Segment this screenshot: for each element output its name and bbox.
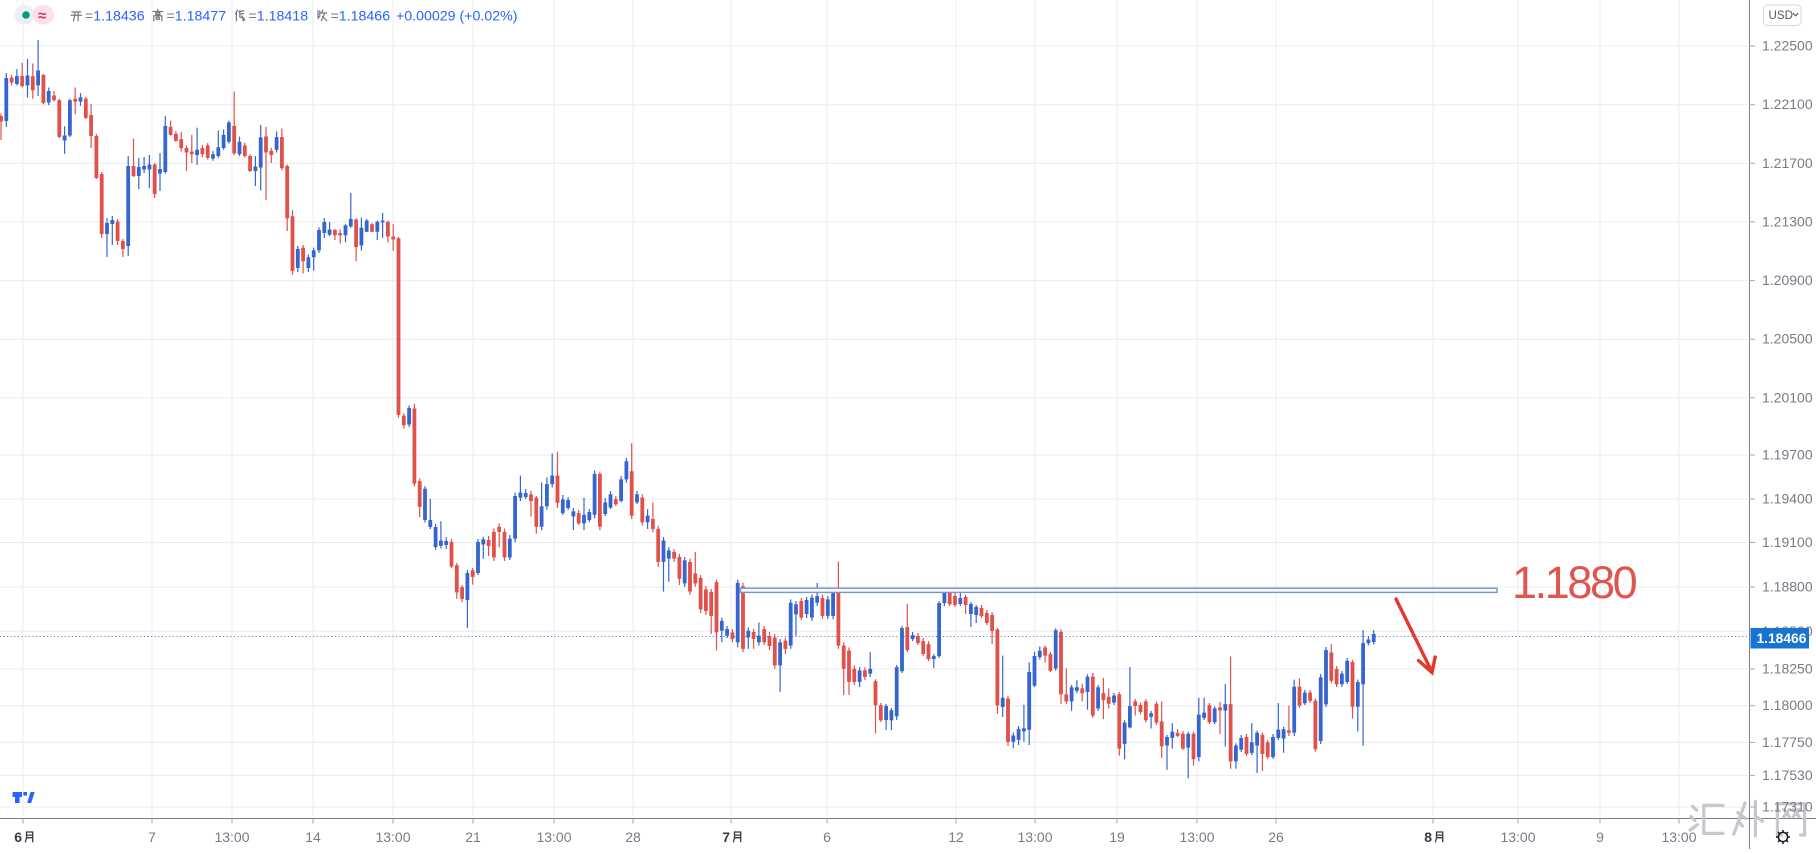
svg-text:USD: USD [1769, 9, 1793, 22]
svg-text:13:00: 13:00 [214, 829, 249, 845]
svg-text:6: 6 [14, 829, 22, 845]
svg-text:28: 28 [625, 829, 641, 845]
svg-text:=1.18436: =1.18436 [85, 9, 145, 25]
svg-text:9: 9 [1596, 829, 1604, 845]
svg-text:1.22500: 1.22500 [1762, 38, 1813, 54]
svg-text:1.17310: 1.17310 [1762, 799, 1813, 815]
svg-text:13:00: 13:00 [536, 829, 571, 845]
svg-text:1.17750: 1.17750 [1762, 734, 1813, 750]
svg-text:+0.00029 (+0.02%): +0.00029 (+0.02%) [396, 9, 517, 25]
svg-text:13:00: 13:00 [1661, 829, 1696, 845]
svg-text:1.19100: 1.19100 [1762, 534, 1813, 550]
svg-text:1.1880: 1.1880 [1512, 557, 1637, 608]
svg-text:12: 12 [948, 829, 964, 845]
svg-text:≈: ≈ [38, 8, 46, 25]
svg-text:1.21700: 1.21700 [1762, 155, 1813, 171]
svg-text:1.18466: 1.18466 [1757, 631, 1807, 646]
svg-text:8: 8 [1424, 829, 1432, 845]
svg-text:=1.18418: =1.18418 [249, 9, 309, 25]
svg-text:14: 14 [305, 829, 321, 845]
svg-text:6: 6 [823, 829, 831, 845]
svg-text:=1.18477: =1.18477 [167, 9, 227, 25]
svg-text:13:00: 13:00 [375, 829, 410, 845]
svg-text:1.19400: 1.19400 [1762, 491, 1813, 507]
svg-text:1.18000: 1.18000 [1762, 697, 1813, 713]
svg-text:1.18250: 1.18250 [1762, 661, 1813, 677]
svg-text:1.22100: 1.22100 [1762, 96, 1813, 112]
svg-text:=1.18466: =1.18466 [331, 9, 391, 25]
svg-text:13:00: 13:00 [1017, 829, 1052, 845]
svg-text:1.20500: 1.20500 [1762, 331, 1813, 347]
svg-text:1.21300: 1.21300 [1762, 213, 1813, 229]
svg-text:1.18800: 1.18800 [1762, 579, 1813, 595]
svg-text:26: 26 [1268, 829, 1284, 845]
svg-text:1.17530: 1.17530 [1762, 767, 1813, 783]
svg-text:1.19700: 1.19700 [1762, 447, 1813, 463]
svg-text:7: 7 [148, 829, 156, 845]
svg-text:19: 19 [1109, 829, 1125, 845]
svg-text:21: 21 [465, 829, 481, 845]
svg-text:1.20100: 1.20100 [1762, 389, 1813, 405]
svg-text:1.20900: 1.20900 [1762, 272, 1813, 288]
svg-text:13:00: 13:00 [1179, 829, 1214, 845]
svg-text:13:00: 13:00 [1500, 829, 1535, 845]
svg-text:7: 7 [722, 829, 730, 845]
